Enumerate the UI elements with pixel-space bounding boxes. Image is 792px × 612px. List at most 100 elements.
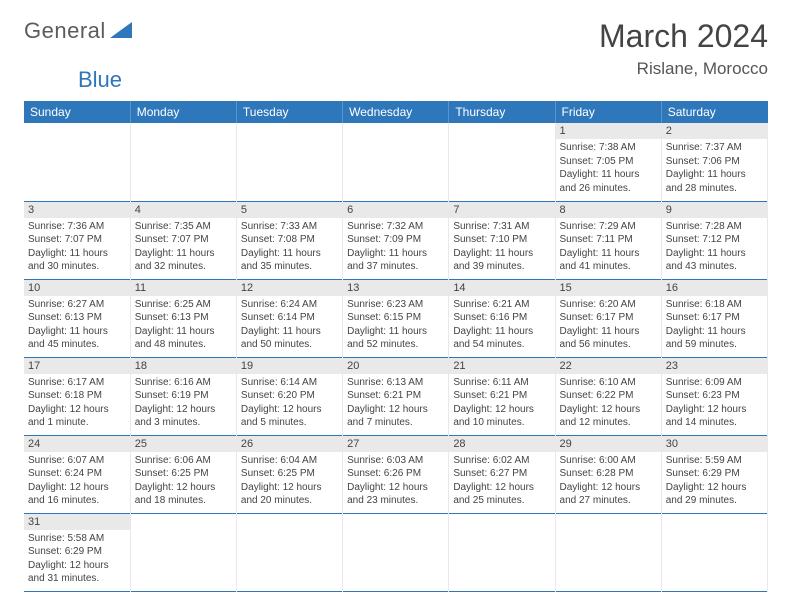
calendar-cell: 14Sunrise: 6:21 AMSunset: 6:16 PMDayligh…: [449, 279, 555, 357]
sunrise-text: Sunrise: 6:06 AM: [135, 454, 232, 468]
sunset-text: Sunset: 7:08 PM: [241, 233, 338, 247]
sunset-text: Sunset: 6:22 PM: [560, 389, 657, 403]
calendar-cell: [555, 513, 661, 591]
day-number: 28: [449, 436, 554, 452]
logo-text-1: General: [24, 18, 106, 44]
day-number: 5: [237, 202, 342, 218]
daylight-text: Daylight: 11 hours and 41 minutes.: [560, 247, 657, 274]
daylight-text: Daylight: 11 hours and 32 minutes.: [135, 247, 232, 274]
calendar-cell: [449, 513, 555, 591]
sunrise-text: Sunrise: 6:17 AM: [28, 376, 126, 390]
sunrise-text: Sunrise: 7:32 AM: [347, 220, 444, 234]
daylight-text: Daylight: 11 hours and 30 minutes.: [28, 247, 126, 274]
calendar-cell: 6Sunrise: 7:32 AMSunset: 7:09 PMDaylight…: [343, 201, 449, 279]
sunset-text: Sunset: 7:11 PM: [560, 233, 657, 247]
day-details: Sunrise: 6:10 AMSunset: 6:22 PMDaylight:…: [556, 374, 661, 432]
day-details: Sunrise: 7:28 AMSunset: 7:12 PMDaylight:…: [662, 218, 767, 276]
daylight-text: Daylight: 11 hours and 54 minutes.: [453, 325, 550, 352]
daylight-text: Daylight: 11 hours and 28 minutes.: [666, 168, 763, 195]
daylight-text: Daylight: 12 hours and 5 minutes.: [241, 403, 338, 430]
day-number: 26: [237, 436, 342, 452]
calendar-week-row: 24Sunrise: 6:07 AMSunset: 6:24 PMDayligh…: [24, 435, 768, 513]
day-number: 17: [24, 358, 130, 374]
sunset-text: Sunset: 6:15 PM: [347, 311, 444, 325]
sunset-text: Sunset: 6:18 PM: [28, 389, 126, 403]
day-number: 1: [556, 123, 661, 139]
day-details: Sunrise: 7:37 AMSunset: 7:06 PMDaylight:…: [662, 139, 767, 197]
day-details: Sunrise: 7:29 AMSunset: 7:11 PMDaylight:…: [556, 218, 661, 276]
col-fri: Friday: [555, 101, 661, 123]
day-number: 12: [237, 280, 342, 296]
day-number: 27: [343, 436, 448, 452]
day-details: Sunrise: 6:13 AMSunset: 6:21 PMDaylight:…: [343, 374, 448, 432]
day-details: Sunrise: 6:17 AMSunset: 6:18 PMDaylight:…: [24, 374, 130, 432]
daylight-text: Daylight: 12 hours and 7 minutes.: [347, 403, 444, 430]
day-details: Sunrise: 7:32 AMSunset: 7:09 PMDaylight:…: [343, 218, 448, 276]
sunset-text: Sunset: 6:21 PM: [453, 389, 550, 403]
daylight-text: Daylight: 11 hours and 35 minutes.: [241, 247, 338, 274]
sunrise-text: Sunrise: 7:38 AM: [560, 141, 657, 155]
day-header-row: Sunday Monday Tuesday Wednesday Thursday…: [24, 101, 768, 123]
day-details: Sunrise: 6:00 AMSunset: 6:28 PMDaylight:…: [556, 452, 661, 510]
col-thu: Thursday: [449, 101, 555, 123]
day-number: 23: [662, 358, 767, 374]
sunset-text: Sunset: 6:19 PM: [135, 389, 232, 403]
day-details: Sunrise: 6:20 AMSunset: 6:17 PMDaylight:…: [556, 296, 661, 354]
day-details: Sunrise: 6:02 AMSunset: 6:27 PMDaylight:…: [449, 452, 554, 510]
day-details: Sunrise: 6:24 AMSunset: 6:14 PMDaylight:…: [237, 296, 342, 354]
daylight-text: Daylight: 11 hours and 48 minutes.: [135, 325, 232, 352]
sunset-text: Sunset: 6:16 PM: [453, 311, 550, 325]
day-number: 24: [24, 436, 130, 452]
day-number: 9: [662, 202, 767, 218]
day-number: 30: [662, 436, 767, 452]
calendar-cell: [343, 513, 449, 591]
logo-triangle-icon: [110, 22, 132, 38]
sunrise-text: Sunrise: 6:11 AM: [453, 376, 550, 390]
calendar-cell: 4Sunrise: 7:35 AMSunset: 7:07 PMDaylight…: [130, 201, 236, 279]
daylight-text: Daylight: 12 hours and 20 minutes.: [241, 481, 338, 508]
day-details: Sunrise: 6:23 AMSunset: 6:15 PMDaylight:…: [343, 296, 448, 354]
calendar-cell: [661, 513, 767, 591]
daylight-text: Daylight: 12 hours and 23 minutes.: [347, 481, 444, 508]
day-details: Sunrise: 6:27 AMSunset: 6:13 PMDaylight:…: [24, 296, 130, 354]
sunset-text: Sunset: 6:23 PM: [666, 389, 763, 403]
calendar-cell: 21Sunrise: 6:11 AMSunset: 6:21 PMDayligh…: [449, 357, 555, 435]
daylight-text: Daylight: 11 hours and 59 minutes.: [666, 325, 763, 352]
calendar-cell: 9Sunrise: 7:28 AMSunset: 7:12 PMDaylight…: [661, 201, 767, 279]
day-number: 31: [24, 514, 130, 530]
sunset-text: Sunset: 7:12 PM: [666, 233, 763, 247]
sunrise-text: Sunrise: 6:25 AM: [135, 298, 232, 312]
sunrise-text: Sunrise: 7:37 AM: [666, 141, 763, 155]
day-number: 13: [343, 280, 448, 296]
calendar-cell: 20Sunrise: 6:13 AMSunset: 6:21 PMDayligh…: [343, 357, 449, 435]
col-tue: Tuesday: [236, 101, 342, 123]
sunrise-text: Sunrise: 6:27 AM: [28, 298, 126, 312]
sunrise-text: Sunrise: 7:36 AM: [28, 220, 126, 234]
day-number: 10: [24, 280, 130, 296]
calendar-cell: 7Sunrise: 7:31 AMSunset: 7:10 PMDaylight…: [449, 201, 555, 279]
sunset-text: Sunset: 6:21 PM: [347, 389, 444, 403]
col-sat: Saturday: [661, 101, 767, 123]
calendar-cell: 11Sunrise: 6:25 AMSunset: 6:13 PMDayligh…: [130, 279, 236, 357]
day-details: Sunrise: 6:04 AMSunset: 6:25 PMDaylight:…: [237, 452, 342, 510]
day-number: 3: [24, 202, 130, 218]
day-details: Sunrise: 6:21 AMSunset: 6:16 PMDaylight:…: [449, 296, 554, 354]
sunset-text: Sunset: 7:10 PM: [453, 233, 550, 247]
day-details: Sunrise: 6:18 AMSunset: 6:17 PMDaylight:…: [662, 296, 767, 354]
daylight-text: Daylight: 11 hours and 26 minutes.: [560, 168, 657, 195]
day-details: Sunrise: 7:36 AMSunset: 7:07 PMDaylight:…: [24, 218, 130, 276]
calendar-cell: 24Sunrise: 6:07 AMSunset: 6:24 PMDayligh…: [24, 435, 130, 513]
daylight-text: Daylight: 12 hours and 12 minutes.: [560, 403, 657, 430]
sunrise-text: Sunrise: 6:16 AM: [135, 376, 232, 390]
day-number: 11: [131, 280, 236, 296]
sunrise-text: Sunrise: 6:24 AM: [241, 298, 338, 312]
day-details: Sunrise: 6:25 AMSunset: 6:13 PMDaylight:…: [131, 296, 236, 354]
sunrise-text: Sunrise: 6:02 AM: [453, 454, 550, 468]
sunset-text: Sunset: 6:25 PM: [135, 467, 232, 481]
col-mon: Monday: [130, 101, 236, 123]
month-title: March 2024: [599, 18, 768, 55]
calendar-cell: [130, 513, 236, 591]
sunset-text: Sunset: 6:13 PM: [135, 311, 232, 325]
calendar-cell: 22Sunrise: 6:10 AMSunset: 6:22 PMDayligh…: [555, 357, 661, 435]
day-details: Sunrise: 6:14 AMSunset: 6:20 PMDaylight:…: [237, 374, 342, 432]
